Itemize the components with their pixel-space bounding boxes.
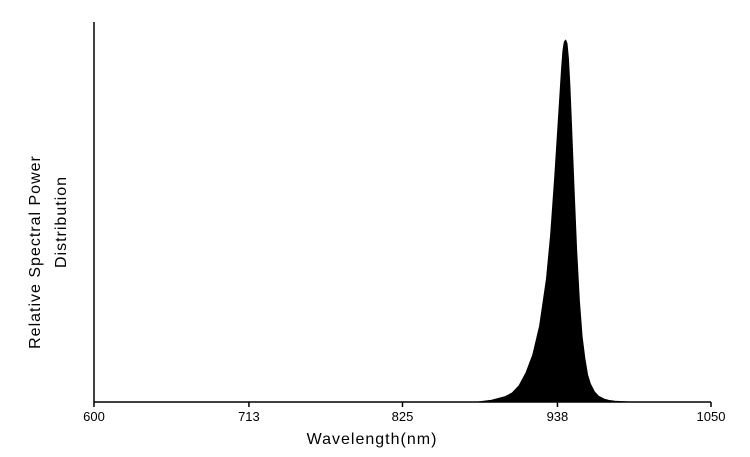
- x-tick-label: 825: [392, 409, 414, 424]
- x-tick-label: 938: [547, 409, 569, 424]
- spectrum-area-series-0: [477, 39, 630, 403]
- x-tick-label: 1050: [697, 409, 726, 424]
- x-axis-title: Wavelength(nm): [307, 431, 438, 448]
- y-axis-title-line-1: Relative Spectral Power: [27, 155, 44, 349]
- x-ticks: 600 713 825 938 1050: [83, 402, 725, 424]
- plot-area: [477, 39, 630, 403]
- y-axis-title-line-2: Distribution: [53, 176, 70, 268]
- x-tick-label: 713: [238, 409, 260, 424]
- x-tick-label: 600: [83, 409, 105, 424]
